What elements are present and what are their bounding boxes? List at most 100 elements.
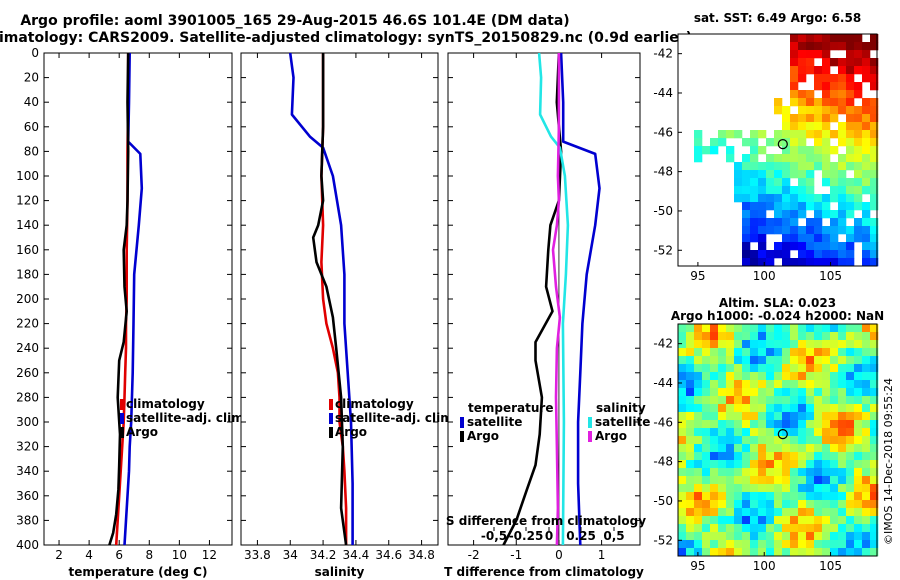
map-cell	[702, 324, 711, 333]
map-cell	[750, 500, 759, 509]
map-cell	[774, 202, 783, 211]
map-cell	[758, 548, 767, 557]
map-cell	[726, 340, 735, 349]
map-cell	[734, 324, 743, 333]
x-tick-label: 34.4	[343, 548, 370, 562]
map-cell	[862, 348, 871, 357]
map-cell	[830, 412, 839, 421]
map-cell	[766, 226, 775, 235]
map-cell	[798, 532, 807, 541]
salinity-axis-label: S difference from climatology	[446, 514, 646, 528]
map-cell	[718, 516, 727, 525]
map-cell	[838, 508, 847, 517]
map-cell	[742, 484, 751, 493]
map-cell	[862, 74, 871, 83]
legend-label: satellite	[467, 415, 522, 429]
map-cell	[686, 364, 695, 373]
map-cell	[702, 412, 711, 421]
map-cell	[846, 50, 855, 59]
map-cell	[702, 396, 711, 405]
map-cell	[806, 348, 815, 357]
map-cell	[870, 476, 879, 485]
map-cell	[782, 154, 791, 163]
map-cell	[750, 364, 759, 373]
map-cell	[750, 388, 759, 397]
map-cell	[782, 146, 791, 155]
map-cell	[790, 74, 799, 83]
map-cell	[846, 444, 855, 453]
map-cell	[798, 324, 807, 333]
map-cell	[822, 154, 831, 163]
map-cell	[774, 444, 783, 453]
map-cell	[686, 548, 695, 557]
map-cell	[854, 58, 863, 67]
map-cell	[814, 388, 823, 397]
legend-swatch	[329, 427, 333, 438]
map-cell	[846, 186, 855, 195]
map-cell	[822, 250, 831, 259]
map-cell	[806, 66, 815, 75]
map-cell	[686, 340, 695, 349]
y-tick-label: 280	[16, 390, 39, 404]
map-cell	[718, 484, 727, 493]
map-cell	[814, 146, 823, 155]
map-cell	[830, 532, 839, 541]
map-cell	[718, 388, 727, 397]
map-cell	[822, 210, 831, 219]
map-cell	[854, 380, 863, 389]
map-cell	[742, 154, 751, 163]
map-cell	[694, 500, 703, 509]
map-cell	[822, 202, 831, 211]
map-cell	[678, 492, 687, 501]
map-cell	[790, 226, 799, 235]
map-cell	[694, 508, 703, 517]
map-cell	[742, 452, 751, 461]
map-cell	[734, 428, 743, 437]
map-cell	[798, 170, 807, 179]
map-cell	[798, 178, 807, 187]
map-cell	[766, 340, 775, 349]
y-tick-label: 140	[16, 218, 39, 232]
map-cell	[726, 372, 735, 381]
legend-label: climatology	[126, 397, 205, 411]
map-cell	[830, 42, 839, 51]
map-cell	[806, 34, 815, 43]
map-cell	[734, 468, 743, 477]
map-cell	[718, 468, 727, 477]
map-cell	[870, 468, 879, 477]
map-cell	[678, 372, 687, 381]
y-tick-label: 260	[16, 366, 39, 380]
map-cell	[710, 452, 719, 461]
map-cell	[734, 186, 743, 195]
map-cell	[678, 460, 687, 469]
map-cell	[718, 540, 727, 549]
map-cell	[838, 122, 847, 131]
map-cell	[814, 396, 823, 405]
salinity-tick-label: -0,5	[481, 529, 507, 543]
map-cell	[758, 508, 767, 517]
map-cell	[750, 332, 759, 341]
map-cell	[830, 162, 839, 171]
map-cell	[694, 372, 703, 381]
map-cell	[694, 516, 703, 525]
map-cell	[830, 34, 839, 43]
map-cell	[774, 170, 783, 179]
map-cell	[814, 202, 823, 211]
map-cell	[798, 90, 807, 99]
map-cell	[758, 162, 767, 171]
map-cell	[798, 226, 807, 235]
map-cell	[814, 98, 823, 107]
map-cell	[806, 186, 815, 195]
map-cell	[830, 226, 839, 235]
map-title: Altim. SLA: 0.023	[719, 296, 836, 310]
map-cell	[862, 476, 871, 485]
map-cell	[854, 340, 863, 349]
map-cell	[774, 420, 783, 429]
map-cell	[806, 340, 815, 349]
map-cell	[750, 372, 759, 381]
map-cell	[742, 340, 751, 349]
map-cell	[814, 468, 823, 477]
map-cell	[870, 492, 879, 501]
map-cell	[862, 404, 871, 413]
map-cell	[830, 58, 839, 67]
